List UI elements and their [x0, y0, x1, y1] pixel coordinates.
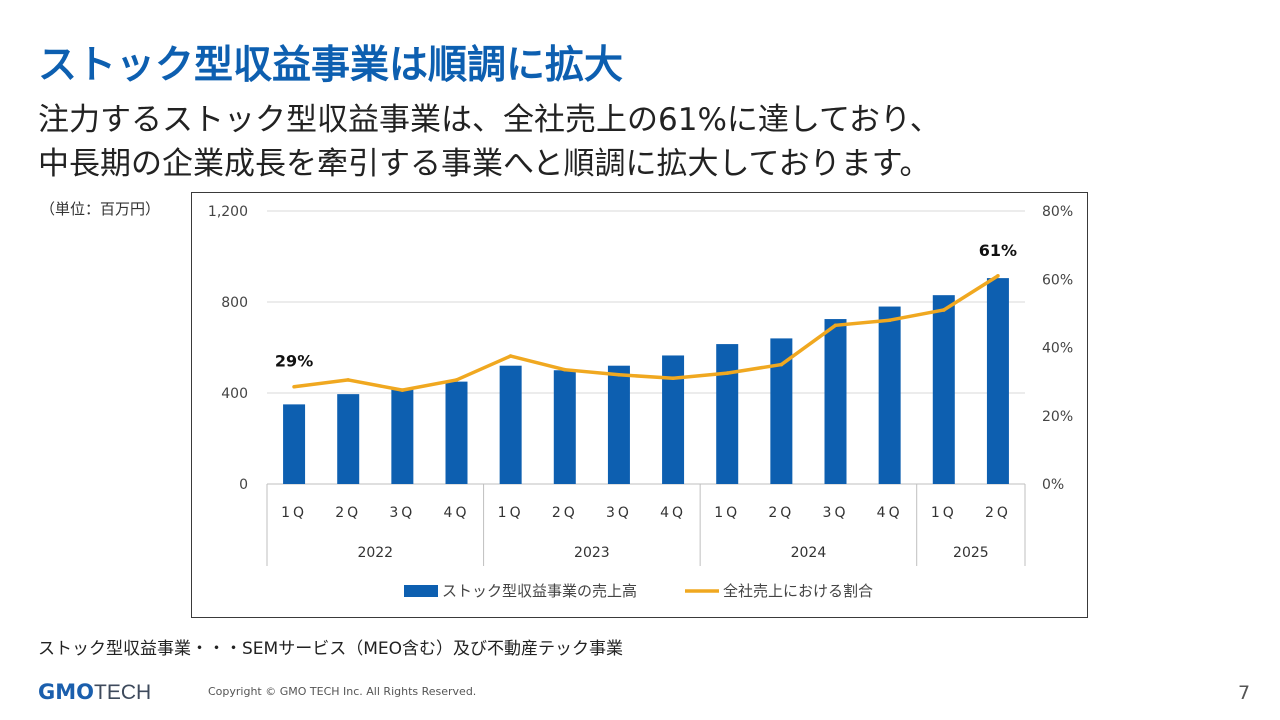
ratio-point: [725, 371, 730, 375]
bar: [770, 338, 793, 484]
ratio-point: [996, 274, 1000, 278]
right-tick-label: 60%: [1042, 272, 1073, 288]
quarter-tick-label: 3Q: [606, 505, 632, 521]
bar: [283, 404, 306, 484]
data-label: 61%: [979, 241, 1017, 260]
data-label: 29%: [275, 352, 313, 371]
bar: [499, 365, 522, 484]
bar: [391, 388, 414, 484]
bar: [716, 344, 739, 484]
bar: [445, 381, 468, 484]
ratio-point: [617, 373, 621, 377]
quarter-tick-label: 4Q: [877, 505, 903, 521]
right-tick-label: 80%: [1042, 204, 1073, 220]
quarter-tick-label: 1Q: [281, 505, 307, 521]
year-group-label: 2024: [791, 545, 827, 561]
quarter-tick-label: 4Q: [444, 505, 470, 521]
quarter-tick-label: 1Q: [714, 505, 740, 521]
lead-line-1: 注力するストック型収益事業は、全社売上の61%に達しており、: [38, 102, 941, 138]
ratio-point: [833, 323, 838, 328]
left-tick-label: 1,200: [208, 204, 248, 220]
logo-gmo: GMO: [38, 680, 94, 704]
quarter-tick-label: 2Q: [985, 505, 1011, 521]
bar: [878, 306, 901, 484]
quarter-tick-label: 3Q: [823, 505, 849, 521]
left-tick-label: 0: [239, 477, 248, 493]
bar: [824, 319, 847, 484]
year-group-label: 2023: [574, 545, 610, 561]
quarter-tick-label: 2Q: [768, 505, 794, 521]
lead-line-2: 中長期の企業成長を牽引する事業へと順調に拡大しております。: [38, 146, 931, 182]
quarter-tick-label: 2Q: [335, 505, 361, 521]
bar: [986, 278, 1009, 484]
ratio-point: [779, 362, 784, 367]
ratio-point: [346, 378, 351, 382]
combo-chart: 0 400 800 1,200 0% 20% 40% 60% 80% 29% 61% 1Q 2Q 3Q 4Q…: [208, 204, 1073, 600]
quarter-tick-label: 3Q: [389, 505, 415, 521]
bar: [337, 394, 360, 484]
bar: [553, 370, 576, 484]
footnote: ストック型収益事業・・・SEMサービス（MEO含む）及び不動産テック事業: [38, 639, 623, 659]
left-tick-label: 400: [221, 386, 248, 402]
ratio-point: [292, 384, 296, 389]
ratio-point: [454, 378, 459, 382]
ratio-line: [293, 274, 999, 392]
year-group-label: 2025: [953, 545, 989, 561]
legend-swatch-bar: [404, 585, 438, 597]
ratio-point: [400, 388, 405, 392]
ratio-point: [562, 367, 567, 372]
bar: [662, 355, 685, 484]
right-tick-label: 40%: [1042, 341, 1073, 357]
quarter-tick-label: 1Q: [498, 505, 524, 521]
quarter-tick-label: 4Q: [660, 505, 686, 521]
page-number: 7: [1238, 682, 1251, 704]
logo-tech: TECH: [94, 681, 152, 704]
company-logo: GMOTECH: [38, 680, 151, 705]
right-tick-label: 20%: [1042, 409, 1073, 425]
chart-frame: 0 400 800 1,200 0% 20% 40% 60% 80% 29% 61% 1Q 2Q 3Q 4Q…: [191, 192, 1088, 618]
lead-text: 注力するストック型収益事業は、全社売上の61%に達しており、 中長期の企業成長を…: [38, 98, 941, 186]
ratio-point: [508, 354, 513, 358]
unit-note: （単位：百万円）: [40, 200, 161, 218]
bar: [932, 295, 955, 484]
right-tick-label: 0%: [1042, 477, 1064, 493]
copyright: Copyright © GMO TECH Inc. All Rights Res…: [208, 685, 477, 698]
bar: [607, 365, 630, 484]
ratio-point: [887, 318, 892, 322]
legend-label-line: 全社売上における割合: [723, 582, 873, 600]
page-title: ストック型収益事業は順調に拡大: [38, 43, 624, 88]
quarter-tick-label: 1Q: [931, 505, 957, 521]
left-tick-label: 800: [221, 295, 248, 311]
ratio-point: [671, 376, 675, 381]
quarter-tick-label: 2Q: [552, 505, 578, 521]
ratio-point: [941, 308, 946, 312]
legend-label-bar: ストック型収益事業の売上高: [442, 582, 637, 600]
year-group-label: 2022: [357, 545, 393, 561]
